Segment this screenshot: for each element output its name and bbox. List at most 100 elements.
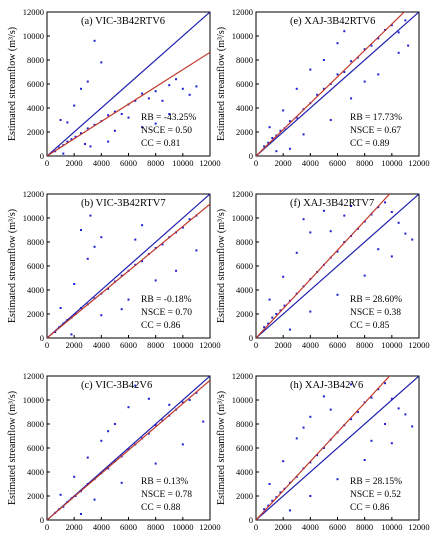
data-point [267, 322, 270, 325]
y-tick-label: 2000 [236, 491, 253, 501]
data-point [316, 454, 319, 457]
fit-line [47, 51, 210, 156]
data-point [350, 60, 353, 63]
x-tick-label: 0 [254, 158, 258, 168]
data-point [73, 104, 76, 107]
y-tick-label: 8000 [236, 419, 253, 429]
y-tick-label: 6000 [27, 261, 44, 271]
data-point [100, 314, 103, 317]
data-point [113, 129, 116, 132]
data-point [336, 293, 339, 296]
data-point [79, 513, 82, 515]
x-tick-label: 12000 [199, 158, 220, 168]
data-point [168, 113, 171, 115]
data-point [350, 205, 353, 207]
data-point [100, 439, 103, 442]
data-point [343, 71, 346, 73]
stat-label: NSCE = 0.38 [350, 308, 401, 318]
data-point [343, 214, 346, 217]
stat-label: CC = 0.81 [141, 139, 181, 149]
data-point [404, 232, 407, 235]
y-axis-label: Estimated streamflow (m³/s) [216, 391, 227, 505]
panel-title: (f) XAJ-3B42RTV7 [290, 198, 374, 209]
y-tick-label: 4000 [27, 285, 44, 295]
chart-panel-3: 0 2000 4000 6000 8000 10000 12000 0 2000 4000 6000… [7, 189, 221, 350]
data-point [141, 224, 144, 227]
data-point [120, 113, 123, 115]
data-point [107, 430, 110, 433]
x-tick-label: 6000 [329, 522, 346, 532]
x-tick-label: 6000 [329, 158, 346, 168]
data-point [390, 24, 393, 27]
data-point [322, 447, 325, 449]
data-point [188, 93, 191, 96]
y-tick-label: 12000 [232, 189, 253, 199]
data-point [363, 274, 366, 277]
data-point [59, 493, 62, 496]
stat-label: NSCE = 0.52 [350, 490, 401, 500]
data-point [100, 236, 103, 239]
data-point [275, 313, 278, 315]
x-tick-label: 0 [45, 158, 49, 168]
stat-label: RB = -43.25% [141, 113, 196, 123]
data-point [350, 418, 353, 421]
data-point [377, 37, 380, 40]
y-tick-label: 12000 [23, 7, 44, 17]
x-tick-label: 8000 [356, 158, 373, 168]
data-point [168, 84, 171, 87]
data-point [288, 509, 291, 512]
x-tick-label: 2000 [66, 340, 83, 350]
data-point [343, 30, 346, 33]
data-point [134, 238, 137, 241]
data-point [377, 73, 380, 76]
x-tick-label: 6000 [329, 340, 346, 350]
y-tick-label: 0 [40, 333, 44, 343]
y-tick-label: 2000 [27, 127, 44, 137]
data-point [322, 59, 325, 61]
x-tick-label: 4000 [302, 522, 319, 532]
y-tick-label: 6000 [27, 443, 44, 453]
data-point [363, 459, 366, 461]
data-point [263, 326, 266, 329]
data-point [161, 99, 164, 102]
data-point [271, 137, 274, 139]
data-point [188, 399, 191, 401]
stat-label: NSCE = 0.67 [350, 126, 401, 136]
data-point [175, 269, 178, 272]
y-tick-label: 2000 [27, 491, 44, 501]
data-point [268, 126, 271, 129]
x-tick-label: 12000 [408, 158, 429, 168]
data-point [384, 382, 387, 385]
data-point [113, 423, 116, 425]
data-point [107, 140, 110, 143]
data-point [370, 44, 373, 47]
y-tick-label: 6000 [236, 79, 253, 89]
fit-line [256, 194, 391, 338]
data-point [279, 129, 282, 132]
x-tick-label: 8000 [356, 340, 373, 350]
stat-label: RB = 17.73% [350, 113, 402, 123]
data-point [93, 123, 96, 126]
data-point [309, 461, 312, 464]
y-tick-label: 6000 [27, 79, 44, 89]
data-point [309, 310, 312, 313]
y-tick-label: 8000 [27, 419, 44, 429]
data-point [302, 218, 305, 221]
data-point [282, 460, 285, 463]
data-point [316, 93, 319, 96]
data-point [120, 481, 123, 484]
chart-panel-4: 0 2000 4000 6000 8000 10000 12000 0 2000 4000 6000… [216, 189, 430, 350]
data-point [120, 274, 123, 277]
y-axis-label: Estimated streamflow (m³/s) [7, 209, 18, 323]
data-point [154, 424, 157, 427]
data-point [147, 432, 150, 435]
y-tick-label: 12000 [232, 7, 253, 17]
y-axis-label: Estimated streamflow (m³/s) [216, 27, 227, 141]
data-point [263, 508, 266, 511]
data-point [288, 147, 291, 150]
x-tick-label: 10000 [172, 340, 193, 350]
data-point [93, 498, 96, 501]
y-tick-label: 0 [249, 333, 253, 343]
y-tick-label: 8000 [27, 237, 44, 247]
data-point [411, 425, 414, 428]
